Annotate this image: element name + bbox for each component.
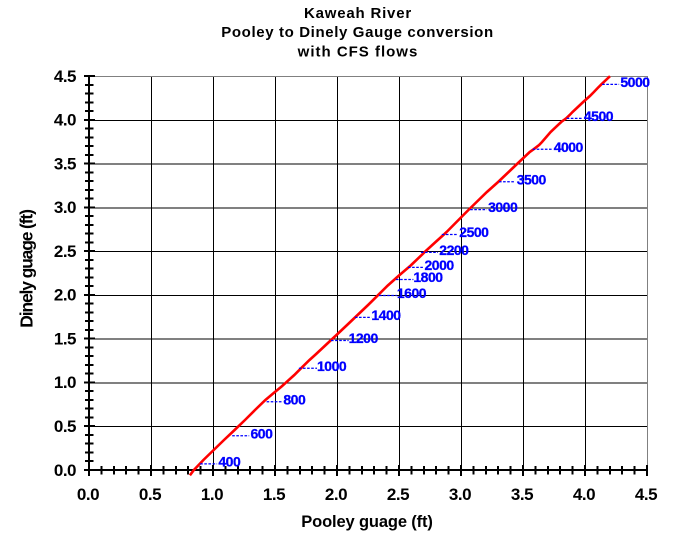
svg-text:2000: 2000 (425, 257, 455, 273)
svg-text:4000: 4000 (554, 139, 584, 155)
svg-text:0.5: 0.5 (54, 417, 76, 436)
svg-text:1000: 1000 (317, 358, 347, 374)
svg-text:0.0: 0.0 (77, 485, 99, 504)
svg-text:1.5: 1.5 (263, 485, 285, 504)
svg-text:3.0: 3.0 (54, 198, 76, 217)
svg-text:1400: 1400 (371, 307, 401, 323)
svg-text:5000: 5000 (620, 74, 650, 90)
svg-text:Kaweah River: Kaweah River (304, 5, 412, 22)
svg-text:1600: 1600 (397, 285, 427, 301)
svg-text:2500: 2500 (459, 224, 489, 240)
svg-text:1200: 1200 (349, 330, 379, 346)
svg-text:4500: 4500 (584, 108, 614, 124)
svg-text:1.0: 1.0 (201, 485, 223, 504)
svg-text:3500: 3500 (517, 171, 547, 187)
svg-text:2.5: 2.5 (54, 242, 76, 261)
svg-text:Dinely guage (ft): Dinely guage (ft) (17, 210, 37, 328)
svg-text:3.5: 3.5 (511, 485, 533, 504)
svg-text:2.0: 2.0 (54, 286, 76, 305)
svg-text:4.0: 4.0 (54, 111, 76, 130)
svg-text:600: 600 (251, 425, 274, 441)
svg-text:2200: 2200 (439, 242, 469, 258)
svg-text:2.5: 2.5 (387, 485, 409, 504)
svg-text:1.5: 1.5 (54, 329, 76, 348)
svg-text:with CFS flows: with CFS flows (297, 44, 419, 61)
svg-text:1800: 1800 (413, 269, 443, 285)
svg-text:0.0: 0.0 (54, 461, 76, 480)
svg-text:800: 800 (283, 391, 306, 407)
svg-text:3.0: 3.0 (449, 485, 471, 504)
svg-text:Pooley to Dinely Gauge convers: Pooley to Dinely Gauge conversion (221, 24, 494, 41)
svg-text:3000: 3000 (488, 199, 518, 215)
svg-text:1.0: 1.0 (54, 373, 76, 392)
svg-text:3.5: 3.5 (54, 154, 76, 173)
svg-text:0.5: 0.5 (139, 485, 161, 504)
svg-text:2.0: 2.0 (325, 485, 347, 504)
svg-text:400: 400 (218, 454, 241, 470)
svg-text:4.5: 4.5 (54, 67, 76, 86)
svg-text:4.5: 4.5 (635, 485, 657, 504)
svg-text:Pooley guage (ft): Pooley guage (ft) (301, 513, 432, 531)
svg-text:4.0: 4.0 (573, 485, 595, 504)
